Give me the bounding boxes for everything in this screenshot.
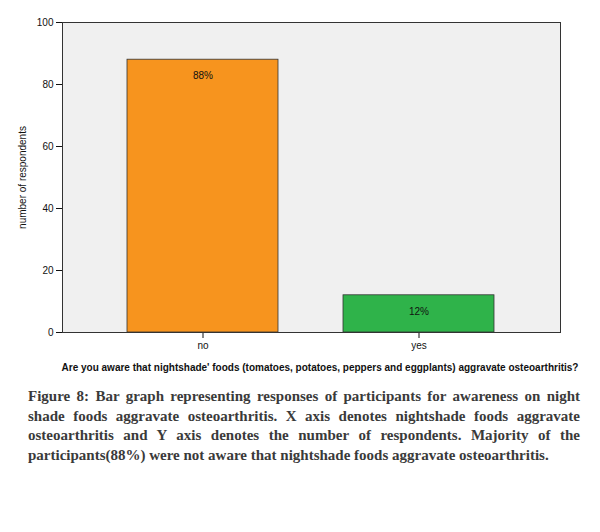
html-text:Figure 8: Bar graph representi: Figure 8: Bar graph representing respons… xyxy=(28,388,580,463)
svg-text:88%: 88% xyxy=(193,70,213,81)
svg-text:0: 0 xyxy=(48,327,54,338)
svg-text:80: 80 xyxy=(42,79,54,90)
svg-text:12%: 12% xyxy=(409,306,429,317)
svg-text:60: 60 xyxy=(42,141,54,152)
svg-text:40: 40 xyxy=(42,203,54,214)
svg-text:20: 20 xyxy=(42,265,54,276)
svg-text:no: no xyxy=(197,340,209,351)
html-text:Are you aware that nightshade': Are you aware that nightshade' foods (to… xyxy=(61,362,579,373)
svg-text:number of respondents: number of respondents xyxy=(17,126,28,229)
svg-text:yes: yes xyxy=(411,340,427,351)
svg-text:100: 100 xyxy=(37,17,54,28)
